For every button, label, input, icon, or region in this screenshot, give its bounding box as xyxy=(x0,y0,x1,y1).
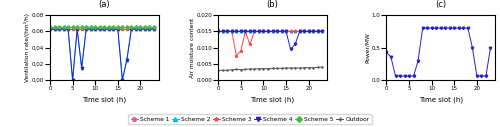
Title: (c): (c) xyxy=(435,0,446,9)
X-axis label: Time slot (h): Time slot (h) xyxy=(418,97,463,103)
Title: (a): (a) xyxy=(98,0,110,9)
Y-axis label: Ventilation rate/(hm³/h): Ventilation rate/(hm³/h) xyxy=(24,13,30,82)
X-axis label: Time slot (h): Time slot (h) xyxy=(82,97,126,103)
Y-axis label: Power/MW: Power/MW xyxy=(365,32,370,63)
Title: (b): (b) xyxy=(266,0,278,9)
Legend: Scheme 1, Scheme 2, Scheme 3, Scheme 4, Scheme 5, Outdoor: Scheme 1, Scheme 2, Scheme 3, Scheme 4, … xyxy=(128,114,372,124)
Y-axis label: Air moisture content: Air moisture content xyxy=(190,18,195,78)
X-axis label: Time slot (h): Time slot (h) xyxy=(250,97,294,103)
